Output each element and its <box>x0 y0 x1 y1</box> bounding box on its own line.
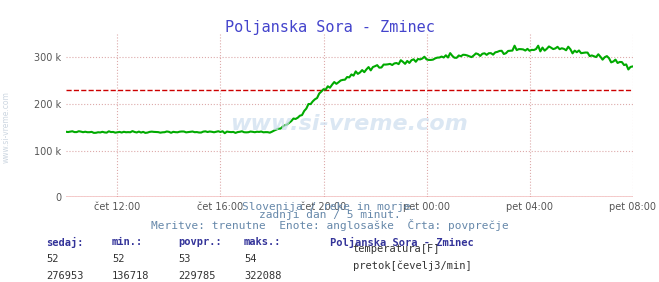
Text: Slovenija / reke in morje.: Slovenija / reke in morje. <box>242 202 417 212</box>
Text: 54: 54 <box>244 254 256 264</box>
Text: 52: 52 <box>112 254 125 264</box>
Text: www.si-vreme.com: www.si-vreme.com <box>2 91 11 163</box>
Text: Meritve: trenutne  Enote: anglosaške  Črta: povprečje: Meritve: trenutne Enote: anglosaške Črta… <box>151 219 508 231</box>
Text: temperatura[F]: temperatura[F] <box>353 244 440 254</box>
Text: 53: 53 <box>178 254 190 264</box>
Text: 229785: 229785 <box>178 271 215 281</box>
Text: Poljanska Sora - Zminec: Poljanska Sora - Zminec <box>225 20 434 35</box>
Text: maks.:: maks.: <box>244 237 281 247</box>
Text: sedaj:: sedaj: <box>46 237 84 248</box>
Text: 52: 52 <box>46 254 59 264</box>
Text: min.:: min.: <box>112 237 143 247</box>
Text: 276953: 276953 <box>46 271 84 281</box>
Text: 136718: 136718 <box>112 271 150 281</box>
Text: pretok[čevelj3/min]: pretok[čevelj3/min] <box>353 260 471 271</box>
Text: www.si-vreme.com: www.si-vreme.com <box>231 114 468 134</box>
Text: zadnji dan / 5 minut.: zadnji dan / 5 minut. <box>258 210 401 220</box>
Text: 322088: 322088 <box>244 271 281 281</box>
Text: Poljanska Sora - Zminec: Poljanska Sora - Zminec <box>330 237 473 248</box>
Text: povpr.:: povpr.: <box>178 237 221 247</box>
